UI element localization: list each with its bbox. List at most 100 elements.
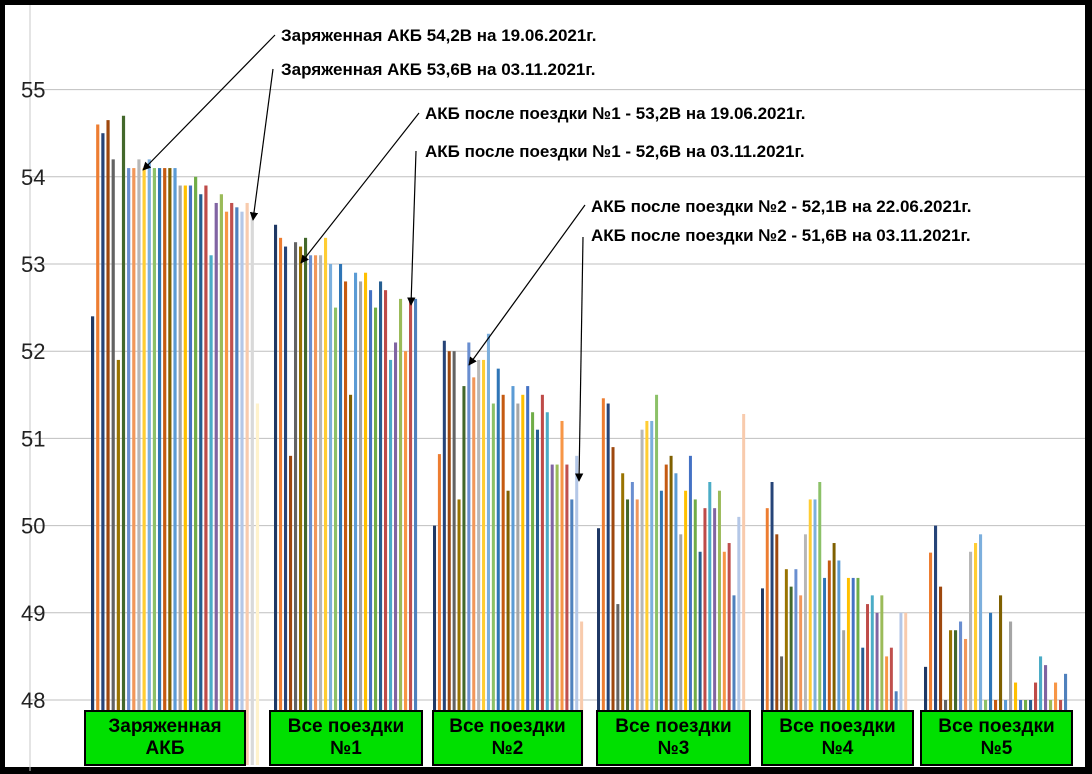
bar bbox=[447, 351, 451, 765]
category-label-trip1: Все поездки №1 bbox=[269, 710, 423, 766]
y-tick-label: 52 bbox=[21, 339, 45, 364]
bar bbox=[354, 272, 358, 765]
bar bbox=[433, 525, 437, 765]
annotation-arrow bbox=[249, 68, 274, 221]
bar bbox=[545, 412, 549, 765]
bar bbox=[570, 499, 574, 765]
bar bbox=[808, 499, 812, 765]
bar bbox=[866, 604, 869, 765]
category-label-charged: Заряженная АКБ bbox=[84, 710, 246, 766]
bar bbox=[765, 508, 769, 765]
bar bbox=[870, 595, 874, 765]
y-tick-label: 49 bbox=[21, 601, 45, 626]
bar bbox=[616, 604, 620, 765]
bar bbox=[939, 586, 943, 765]
bar bbox=[116, 359, 120, 765]
bar bbox=[611, 447, 615, 765]
bar bbox=[274, 224, 278, 765]
bar bbox=[679, 534, 683, 765]
bar bbox=[230, 202, 234, 765]
bar bbox=[204, 185, 208, 765]
bar bbox=[949, 630, 953, 765]
annotation-arrow bbox=[468, 204, 586, 366]
bar bbox=[324, 237, 328, 766]
bar bbox=[506, 490, 510, 765]
bar bbox=[645, 420, 649, 765]
bar bbox=[188, 185, 193, 765]
bar bbox=[737, 516, 741, 765]
bar bbox=[770, 482, 774, 765]
bar bbox=[214, 202, 218, 765]
bar bbox=[344, 281, 348, 765]
bar bbox=[132, 168, 136, 765]
bar bbox=[999, 595, 1003, 765]
bar bbox=[314, 255, 318, 765]
bar bbox=[245, 202, 249, 765]
bar bbox=[209, 255, 213, 765]
bar bbox=[698, 551, 702, 765]
bar bbox=[157, 168, 162, 765]
bar bbox=[289, 455, 293, 765]
bar bbox=[394, 342, 398, 765]
bar bbox=[235, 207, 239, 765]
annotation-arrow bbox=[574, 236, 584, 482]
bar bbox=[219, 194, 223, 766]
bar bbox=[565, 464, 569, 765]
bar bbox=[294, 242, 298, 765]
bar bbox=[861, 647, 865, 765]
bar bbox=[111, 159, 115, 766]
y-tick-labels: 48 49 50 51 52 53 54 55 bbox=[21, 78, 45, 713]
bar bbox=[121, 115, 126, 765]
bar bbox=[279, 237, 283, 766]
category-label-trip3: Все поездки №3 bbox=[596, 710, 751, 766]
bar bbox=[650, 420, 654, 765]
bar bbox=[486, 333, 490, 765]
bar bbox=[630, 482, 634, 765]
bar bbox=[964, 638, 968, 765]
bar bbox=[437, 454, 441, 765]
bar bbox=[727, 543, 731, 765]
bar bbox=[374, 307, 378, 765]
bar bbox=[550, 464, 554, 765]
bar bbox=[789, 586, 793, 765]
bar bbox=[703, 508, 707, 765]
bar bbox=[304, 237, 308, 766]
bar bbox=[664, 464, 668, 765]
bar bbox=[626, 499, 630, 765]
bar bbox=[516, 403, 520, 765]
y-tick-label: 54 bbox=[21, 165, 45, 190]
bar bbox=[580, 621, 584, 765]
bar bbox=[299, 246, 303, 765]
annotation-trip1-june: АКБ после поездки №1 - 53,2В на 19.06.20… bbox=[425, 104, 806, 123]
bar bbox=[856, 577, 860, 765]
bar bbox=[224, 211, 229, 765]
bar bbox=[827, 560, 831, 765]
bar bbox=[442, 340, 446, 765]
annotation-trip1-november: АКБ после поездки №1 - 52,6В на 03.11.20… bbox=[425, 142, 805, 161]
bar bbox=[173, 168, 177, 765]
annotation-charged-june: Заряженная АКБ 54,2В на 19.06.2021г. bbox=[281, 26, 596, 45]
bar bbox=[761, 588, 764, 765]
bar bbox=[472, 377, 476, 765]
bar bbox=[96, 124, 100, 766]
bar bbox=[199, 194, 203, 766]
bar bbox=[127, 168, 131, 765]
bar bbox=[904, 612, 908, 765]
bar bbox=[409, 298, 413, 765]
bar bbox=[511, 386, 515, 765]
bar bbox=[929, 552, 933, 765]
bar bbox=[163, 168, 167, 765]
annotation-trip2-november: АКБ после поездки №2 - 51,6В на 03.11.20… bbox=[591, 226, 971, 245]
bar bbox=[334, 307, 338, 765]
bar bbox=[742, 413, 746, 765]
bar bbox=[183, 185, 187, 765]
y-tick-label: 51 bbox=[21, 426, 45, 451]
bar bbox=[799, 595, 803, 765]
bar bbox=[954, 630, 958, 765]
bar bbox=[875, 612, 879, 765]
bar bbox=[101, 133, 105, 765]
bar bbox=[457, 499, 461, 765]
bar bbox=[851, 577, 855, 765]
bar bbox=[575, 455, 579, 765]
annotation-trip2-june: АКБ после поездки №2 - 52,1В на 22.06.20… bbox=[591, 197, 972, 216]
